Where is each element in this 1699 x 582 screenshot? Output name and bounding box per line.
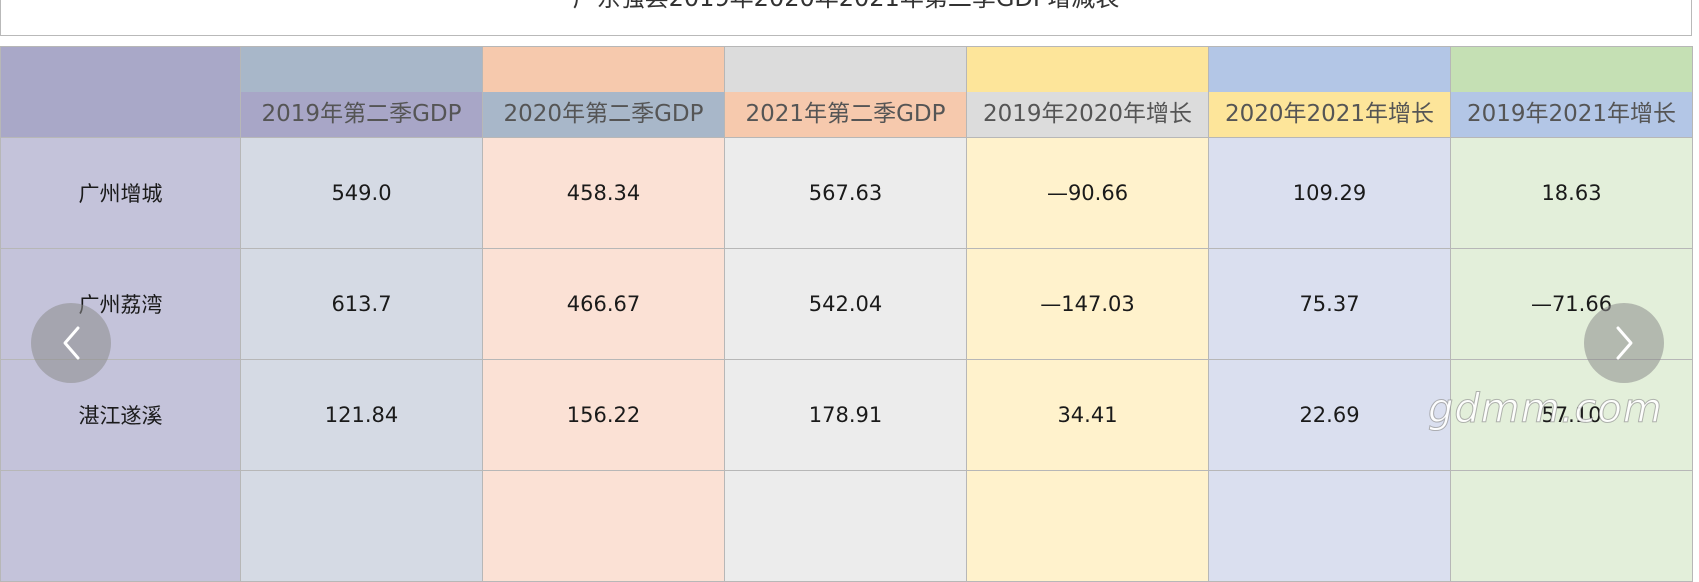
data-cell: 156.22 [482,359,725,471]
header-cell: 2020年第二季GDP [482,46,725,138]
table-row-partial [0,470,1693,582]
data-cell [724,470,967,582]
table-row: 广州增城 549.0 458.34 567.63 —90.66 109.29 1… [0,137,1693,249]
header-row: 2019年第二季GDP 2020年第二季GDP 2021年第二季GDP 2019… [0,46,1693,138]
row-label-cell: 广州增城 [0,137,241,249]
data-cell: 57.10 [1450,359,1693,471]
header-cell: 2019年2020年增长 [966,46,1209,138]
data-cell [240,470,483,582]
data-cell [482,470,725,582]
data-cell [0,470,241,582]
data-cell: —90.66 [966,137,1209,249]
gdp-table: 2019年第二季GDP 2020年第二季GDP 2021年第二季GDP 2019… [0,46,1693,582]
data-cell: 34.41 [966,359,1209,471]
table-row: 湛江遂溪 121.84 156.22 178.91 34.41 22.69 57… [0,359,1693,471]
header-label: 2019年2020年增长 [982,101,1193,127]
data-cell [966,470,1209,582]
table-row: 广州荔湾 613.7 466.67 542.04 —147.03 75.37 —… [0,248,1693,360]
data-cell: 542.04 [724,248,967,360]
next-slide-button[interactable] [1584,303,1664,383]
header-label: 2019年2021年增长 [1466,101,1677,127]
data-cell: 22.69 [1208,359,1451,471]
header-label: 2020年2021年增长 [1224,101,1435,127]
data-cell: 18.63 [1450,137,1693,249]
data-cell: 109.29 [1208,137,1451,249]
header-label: 2021年第二季GDP [745,101,946,127]
data-cell: 613.7 [240,248,483,360]
header-cell: 2020年2021年增长 [1208,46,1451,138]
data-cell: 458.34 [482,137,725,249]
data-cell: 121.84 [240,359,483,471]
data-cell: 75.37 [1208,248,1451,360]
header-label: 2020年第二季GDP [503,101,704,127]
data-cell: 567.63 [724,137,967,249]
header-corner [0,46,241,138]
prev-slide-button[interactable] [31,303,111,383]
data-cell: 466.67 [482,248,725,360]
watermark-logo: gdmm.com [1428,386,1663,433]
header-cell: 2019年2021年增长 [1450,46,1693,138]
table-title-box: 广东强县2019年2020年2021年第二季GDP增减表 [0,0,1692,36]
data-cell: 549.0 [240,137,483,249]
header-cell: 2019年第二季GDP [240,46,483,138]
table-title: 广东强县2019年2020年2021年第二季GDP增减表 [1,0,1691,13]
header-cell: 2021年第二季GDP [724,46,967,138]
data-cell [1450,470,1693,582]
header-label: 2019年第二季GDP [261,101,462,127]
chevron-left-icon [63,326,80,360]
data-cell: 178.91 [724,359,967,471]
chevron-right-icon [1616,326,1633,360]
data-cell [1208,470,1451,582]
data-cell: —147.03 [966,248,1209,360]
